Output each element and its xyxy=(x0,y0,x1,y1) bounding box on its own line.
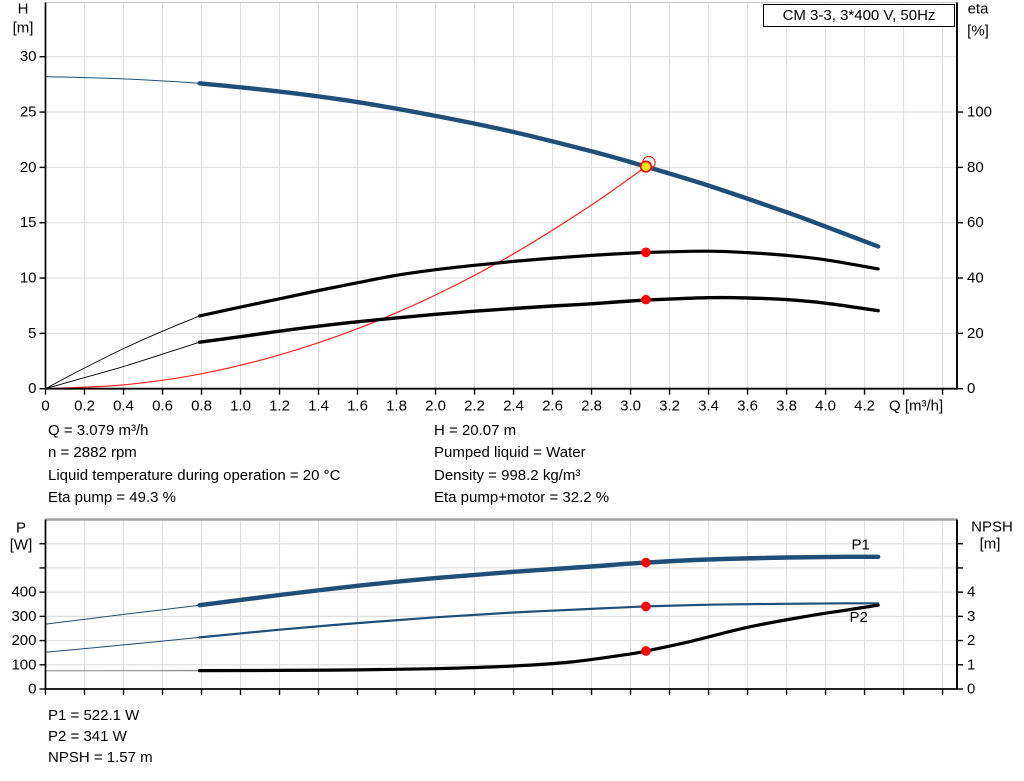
eta-pump-curve-thin xyxy=(45,315,201,390)
y-right-tick-label: 0 xyxy=(967,681,975,698)
chart-title: CM 3-3, 3*400 V, 50Hz xyxy=(782,7,936,24)
y-right-tick-label: 40 xyxy=(967,270,984,287)
y-left-tick-label: 25 xyxy=(20,104,37,121)
pump-qh-curve xyxy=(197,81,881,249)
y-right-tick-label: 3 xyxy=(967,608,975,625)
p2-curve xyxy=(198,602,880,639)
info-line-head: H = 20.07 m xyxy=(434,422,517,439)
npsh-curve xyxy=(198,603,880,673)
x-tick-label: 3.6 xyxy=(737,398,758,415)
y-left-axis-title: H xyxy=(18,1,29,18)
y-left-tick-label: 30 xyxy=(20,48,37,65)
x-tick-label: 1.6 xyxy=(347,398,368,415)
eta-pump-operating-point xyxy=(641,247,651,258)
info-line-p2: P2 = 341 W xyxy=(48,728,127,746)
p1-operating-point xyxy=(641,557,651,568)
head-efficiency-chart[interactable]: 0 0.2 0.4 0.6 0.8 1.0 1.2 1.4 1.6 1.8 2.0 2.2 2.4 2.6… xyxy=(13,1,992,415)
y-left-tick-label: 100 xyxy=(11,656,36,673)
x-tick-label: 3.0 xyxy=(620,398,641,415)
y-left-tick-label: 0 xyxy=(28,681,36,698)
x-tick-label: 1.4 xyxy=(308,398,329,415)
y-right-tick-label: 0 xyxy=(967,380,975,397)
info-line-eta-pump: Eta pump = 49.3 % xyxy=(48,488,176,506)
operating-point-info-right: H = 20.07 m Pumped liquid = Water Densit… xyxy=(434,420,609,509)
info-line-speed: n = 2882 rpm xyxy=(48,444,137,462)
y-right-axis-unit: [%] xyxy=(967,23,989,40)
info-line-flow: Q = 3.079 m³/h xyxy=(48,422,149,439)
x-tick-label: 1.8 xyxy=(386,398,407,415)
p2-curve-thin xyxy=(45,636,201,653)
x-tick-label: 2.2 xyxy=(464,398,485,415)
eta-pump-motor-curve-thin xyxy=(45,341,201,390)
y-right-axis-title: NPSH xyxy=(971,519,1013,536)
y-left-axis-title: P xyxy=(16,520,26,537)
x-tick-label: 0.6 xyxy=(152,398,173,415)
duty-point[interactable] xyxy=(639,160,653,173)
x-tick-label: 3.4 xyxy=(698,398,719,415)
x-tick-label: 4.0 xyxy=(815,398,836,415)
x-tick-label: 0.4 xyxy=(113,398,134,415)
p1-curve-label: P1 xyxy=(851,536,869,553)
p1-curve-thin xyxy=(45,604,201,625)
info-line-liquid-temperature: Liquid temperature during operation = 20… xyxy=(48,466,341,484)
y-left-tick-label: 200 xyxy=(11,632,36,649)
y-left-axis-unit: [W] xyxy=(10,537,33,554)
y-right-tick-label: 2 xyxy=(967,632,975,649)
system-curve xyxy=(44,166,647,390)
x-tick-label: 2.6 xyxy=(542,398,563,415)
x-tick-label: 2.8 xyxy=(581,398,602,415)
x-tick-label: 1.2 xyxy=(269,398,290,415)
y-left-tick-label: 0 xyxy=(28,380,36,397)
p2-curve-label: P2 xyxy=(850,609,868,626)
info-line-npsh: NPSH = 1.57 m xyxy=(48,749,153,767)
y-right-tick-label: 100 xyxy=(967,104,992,121)
x-tick-label: 0.2 xyxy=(74,398,95,415)
chart-title-box: CM 3-3, 3*400 V, 50Hz xyxy=(763,4,955,27)
pump-qh-curve-thin xyxy=(45,76,201,84)
x-tick-label: 3.8 xyxy=(776,398,797,415)
info-line-p1: P1 = 522.1 W xyxy=(48,707,140,724)
y-left-tick-label: 400 xyxy=(11,584,36,601)
x-tick-label: 3.2 xyxy=(659,398,680,415)
y-left-tick-label: 300 xyxy=(11,608,36,625)
y-right-axis-title: eta xyxy=(968,1,990,18)
x-tick-label: 2.4 xyxy=(503,398,524,415)
y-left-axis-unit: [m] xyxy=(13,20,34,37)
eta-pump-curve xyxy=(198,249,880,318)
p1-curve xyxy=(197,554,881,608)
x-tick-label: 0.8 xyxy=(191,398,212,415)
y-right-tick-label: 60 xyxy=(967,214,984,231)
npsh-operating-point xyxy=(641,646,651,656)
x-tick-label: 4.2 xyxy=(854,398,875,415)
x-tick-label: 1.0 xyxy=(230,398,251,415)
x-axis-title: Q [m³/h] xyxy=(889,398,943,415)
x-tick-label: 0 xyxy=(41,398,49,415)
y-left-tick-label: 15 xyxy=(20,214,37,231)
y-right-tick-label: 1 xyxy=(967,656,975,673)
y-right-tick-label: 20 xyxy=(967,325,984,342)
y-right-tick-label: 80 xyxy=(967,159,984,176)
eta-pump-motor-curve xyxy=(197,295,880,344)
x-tick-label: 2.0 xyxy=(425,398,446,415)
power-npsh-chart[interactable]: 0 100 200 300 400 0 1 2 3 4 P[W] NPSH[m] P1 P2 xyxy=(10,518,1013,698)
info-line-pumped-liquid: Pumped liquid = Water xyxy=(434,444,586,462)
eta-pump-motor-operating-point xyxy=(641,294,651,305)
y-left-tick-label: 20 xyxy=(20,159,37,176)
operating-point-info-left: Q = 3.079 m³/h n = 2882 rpm Liquid tempe… xyxy=(48,420,340,509)
y-left-tick-label: 5 xyxy=(28,325,36,342)
y-left-tick-label: 10 xyxy=(20,270,37,287)
p2-operating-point xyxy=(641,601,651,612)
y-right-axis-unit: [m] xyxy=(980,536,1001,553)
power-npsh-info: P1 = 522.1 W P2 = 341 W NPSH = 1.57 m xyxy=(48,705,153,769)
y-right-tick-label: 4 xyxy=(967,584,975,601)
info-line-density: Density = 998.2 kg/m³ xyxy=(434,466,581,484)
info-line-eta-pump-motor: Eta pump+motor = 32.2 % xyxy=(434,488,610,506)
